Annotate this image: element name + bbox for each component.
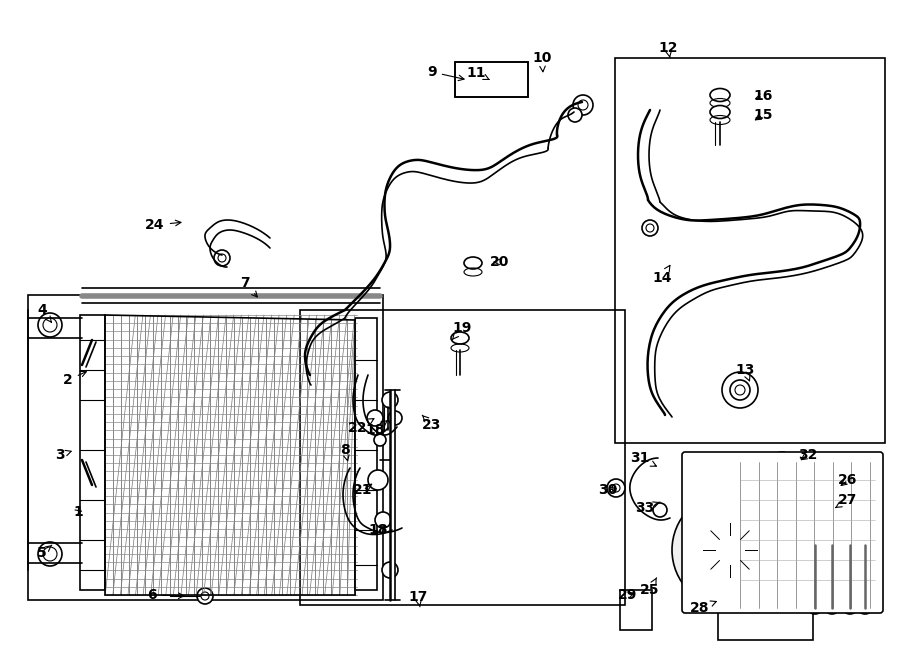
Text: 12: 12	[658, 41, 678, 58]
Ellipse shape	[809, 538, 821, 546]
Circle shape	[218, 254, 226, 262]
Text: 5: 5	[37, 545, 52, 560]
Bar	[355, 318, 377, 590]
Circle shape	[735, 385, 745, 395]
Ellipse shape	[826, 538, 838, 546]
Circle shape	[722, 372, 758, 408]
Bar	[620, 590, 652, 630]
Text: 27: 27	[835, 493, 858, 508]
Bar	[455, 62, 528, 97]
Text: 21: 21	[353, 483, 373, 497]
Circle shape	[382, 392, 398, 408]
Text: 3: 3	[55, 448, 71, 462]
Ellipse shape	[451, 332, 469, 344]
Text: 23: 23	[422, 415, 442, 432]
Circle shape	[375, 512, 391, 528]
Text: 2: 2	[63, 371, 86, 387]
Circle shape	[382, 562, 398, 578]
Text: 13: 13	[735, 363, 755, 381]
Text: 32: 32	[798, 448, 818, 462]
Text: 18: 18	[368, 523, 388, 537]
Text: 22: 22	[348, 418, 374, 435]
Circle shape	[367, 410, 383, 426]
Bar	[455, 62, 528, 97]
Text: 20: 20	[491, 255, 509, 269]
Text: 9: 9	[428, 65, 464, 81]
Ellipse shape	[809, 606, 821, 614]
FancyBboxPatch shape	[682, 452, 883, 613]
Circle shape	[43, 318, 57, 332]
Circle shape	[715, 535, 745, 565]
Text: 18: 18	[365, 420, 388, 437]
Circle shape	[653, 503, 667, 517]
Ellipse shape	[859, 606, 871, 614]
Circle shape	[374, 434, 386, 446]
Circle shape	[686, 506, 774, 594]
Circle shape	[214, 250, 230, 266]
Text: 28: 28	[690, 601, 716, 615]
Text: 14: 14	[652, 265, 671, 285]
Ellipse shape	[773, 452, 791, 464]
Text: 29: 29	[618, 588, 638, 602]
Text: 1: 1	[73, 505, 83, 519]
Text: 15: 15	[753, 108, 773, 122]
Bar	[718, 598, 813, 640]
Circle shape	[388, 411, 402, 425]
Circle shape	[43, 547, 57, 561]
Circle shape	[777, 453, 787, 463]
Text: 11: 11	[466, 66, 489, 80]
Text: 7: 7	[240, 276, 257, 297]
Bar	[28, 295, 383, 600]
Circle shape	[38, 542, 62, 566]
Circle shape	[201, 592, 209, 600]
Text: 16: 16	[753, 89, 773, 103]
Ellipse shape	[710, 89, 730, 101]
Ellipse shape	[826, 606, 838, 614]
Circle shape	[642, 220, 658, 236]
Circle shape	[197, 588, 213, 604]
Ellipse shape	[844, 606, 856, 614]
Circle shape	[646, 224, 654, 232]
Circle shape	[578, 100, 588, 110]
Text: 30: 30	[598, 483, 617, 497]
Circle shape	[612, 484, 620, 492]
Circle shape	[702, 522, 758, 578]
Circle shape	[730, 380, 750, 400]
Bar	[300, 310, 625, 605]
Circle shape	[607, 479, 625, 497]
Bar	[615, 58, 885, 443]
Text: 33: 33	[635, 501, 660, 515]
Text: 25: 25	[640, 578, 660, 597]
Circle shape	[573, 95, 593, 115]
Text: 26: 26	[838, 473, 858, 487]
Text: 4: 4	[37, 303, 51, 322]
Ellipse shape	[844, 538, 856, 546]
Circle shape	[38, 313, 62, 337]
Ellipse shape	[859, 538, 871, 546]
Circle shape	[368, 470, 388, 490]
Circle shape	[672, 492, 788, 608]
Text: 8: 8	[340, 443, 350, 461]
Ellipse shape	[464, 257, 482, 269]
Ellipse shape	[710, 105, 730, 118]
Text: 19: 19	[452, 321, 472, 340]
Text: 31: 31	[630, 451, 656, 466]
Circle shape	[568, 108, 582, 122]
Text: 6: 6	[148, 588, 184, 602]
Text: 17: 17	[409, 590, 428, 607]
Text: 10: 10	[532, 51, 552, 71]
Bar	[80, 315, 105, 590]
Text: 24: 24	[145, 218, 181, 232]
